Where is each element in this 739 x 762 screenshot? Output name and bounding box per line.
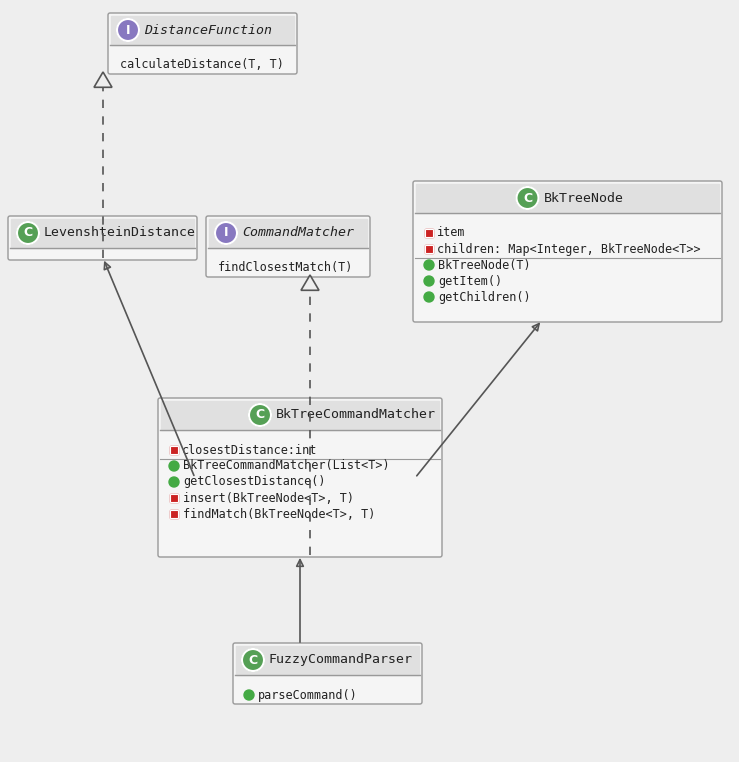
Circle shape: [169, 461, 179, 471]
Text: getChildren(): getChildren(): [438, 290, 531, 303]
Circle shape: [424, 276, 434, 286]
Text: DistanceFunction: DistanceFunction: [144, 24, 272, 37]
Bar: [425, 229, 433, 237]
Circle shape: [424, 292, 434, 302]
Polygon shape: [94, 72, 112, 88]
Bar: [416, 184, 719, 213]
Text: C: C: [248, 654, 258, 667]
Circle shape: [17, 222, 39, 244]
Text: LevenshteinDistance: LevenshteinDistance: [44, 226, 196, 239]
Circle shape: [242, 649, 264, 671]
Circle shape: [117, 19, 139, 41]
Polygon shape: [301, 275, 319, 290]
Bar: [170, 510, 178, 518]
Text: I: I: [126, 24, 130, 37]
Text: item: item: [437, 226, 466, 239]
Bar: [11, 219, 194, 248]
Text: BkTreeCommandMatcher: BkTreeCommandMatcher: [276, 408, 436, 421]
Bar: [170, 494, 178, 502]
Bar: [425, 245, 433, 253]
Text: BkTreeCommandMatcher(List<T>): BkTreeCommandMatcher(List<T>): [183, 459, 389, 472]
Circle shape: [215, 222, 237, 244]
FancyBboxPatch shape: [233, 643, 422, 704]
Bar: [425, 229, 433, 237]
Bar: [170, 494, 178, 502]
Bar: [209, 219, 367, 248]
Circle shape: [169, 477, 179, 487]
Bar: [170, 510, 178, 518]
Text: getClosestDistance(): getClosestDistance(): [183, 475, 325, 488]
Text: children: Map<Integer, BkTreeNode<T>>: children: Map<Integer, BkTreeNode<T>>: [437, 242, 701, 255]
Text: C: C: [256, 408, 265, 421]
Text: calculateDistance(T, T): calculateDistance(T, T): [120, 59, 284, 72]
Text: C: C: [523, 191, 532, 204]
Circle shape: [249, 404, 271, 426]
Text: getItem(): getItem(): [438, 274, 502, 287]
Circle shape: [244, 690, 254, 700]
Bar: [111, 16, 294, 45]
Text: findMatch(BkTreeNode<T>, T): findMatch(BkTreeNode<T>, T): [183, 507, 375, 520]
Text: CommandMatcher: CommandMatcher: [242, 226, 354, 239]
Text: BkTreeNode: BkTreeNode: [543, 191, 624, 204]
Text: closestDistance:int: closestDistance:int: [182, 443, 317, 456]
FancyBboxPatch shape: [158, 398, 442, 557]
Circle shape: [424, 260, 434, 270]
FancyBboxPatch shape: [206, 216, 370, 277]
Text: parseCommand(): parseCommand(): [258, 689, 358, 702]
Text: BkTreeNode(T): BkTreeNode(T): [438, 258, 531, 271]
Bar: [161, 401, 439, 430]
Bar: [425, 245, 433, 253]
Bar: [170, 446, 178, 454]
FancyBboxPatch shape: [108, 13, 297, 74]
FancyBboxPatch shape: [8, 216, 197, 260]
FancyBboxPatch shape: [413, 181, 722, 322]
Text: I: I: [224, 226, 228, 239]
Text: C: C: [24, 226, 33, 239]
Text: FuzzyCommandParser: FuzzyCommandParser: [269, 654, 413, 667]
Bar: [236, 646, 419, 675]
Circle shape: [517, 187, 539, 209]
Text: insert(BkTreeNode<T>, T): insert(BkTreeNode<T>, T): [183, 491, 354, 504]
Text: findClosestMatch(T): findClosestMatch(T): [218, 261, 353, 274]
Bar: [170, 446, 178, 454]
